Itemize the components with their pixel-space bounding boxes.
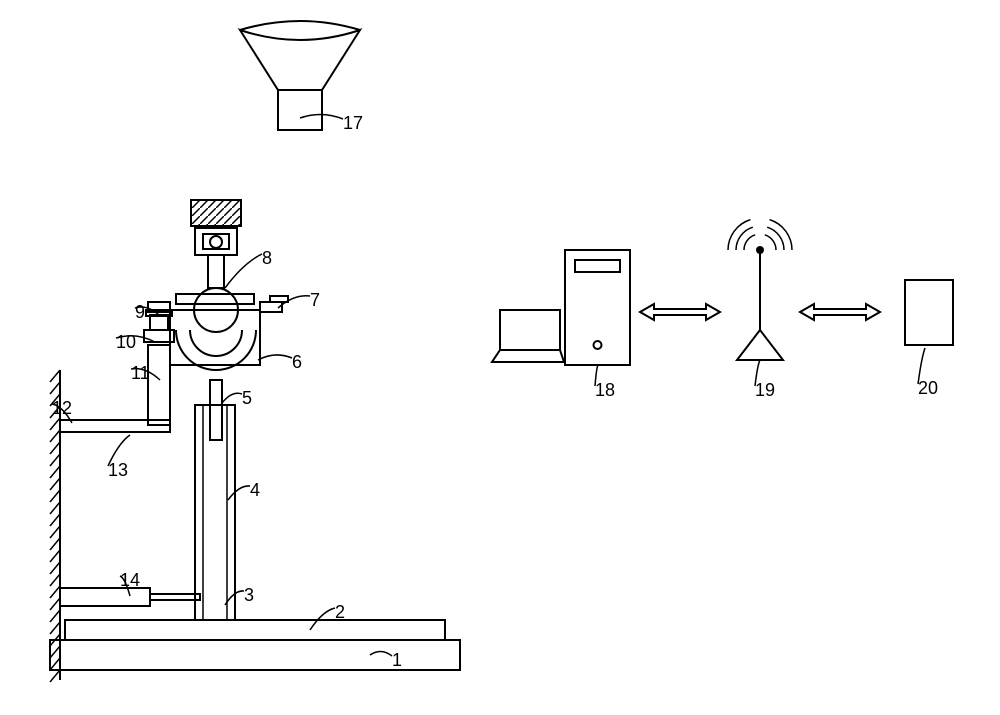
label-18: 18 xyxy=(595,380,615,400)
label-3: 3 xyxy=(244,585,254,605)
label-13: 13 xyxy=(108,460,128,480)
schematic-diagram: 123456789101112131417181920 xyxy=(0,0,1000,715)
computer xyxy=(492,250,630,365)
remote-device xyxy=(905,280,953,345)
label-1: 1 xyxy=(392,650,402,670)
label-7: 7 xyxy=(310,290,320,310)
label-12: 12 xyxy=(52,398,72,418)
label-4: 4 xyxy=(250,480,260,500)
label-9: 9 xyxy=(135,302,145,322)
column xyxy=(195,380,235,620)
label-20: 20 xyxy=(918,378,938,398)
funnel xyxy=(240,21,360,130)
label-5: 5 xyxy=(242,388,252,408)
label-6: 6 xyxy=(292,352,302,372)
label-8: 8 xyxy=(262,248,272,268)
antenna xyxy=(728,220,792,360)
labels: 123456789101112131417181920 xyxy=(52,113,938,670)
actuator xyxy=(60,588,200,606)
label-19: 19 xyxy=(755,380,775,400)
leader-lines xyxy=(52,114,925,656)
label-17: 17 xyxy=(343,113,363,133)
label-11: 11 xyxy=(131,363,150,383)
label-14: 14 xyxy=(120,570,140,590)
label-10: 10 xyxy=(116,332,136,352)
label-2: 2 xyxy=(335,602,345,622)
cup-assembly xyxy=(148,200,288,370)
